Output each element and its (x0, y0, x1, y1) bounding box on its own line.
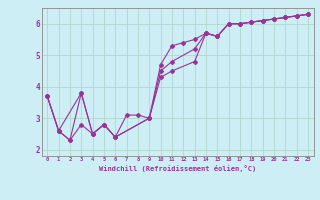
X-axis label: Windchill (Refroidissement éolien,°C): Windchill (Refroidissement éolien,°C) (99, 165, 256, 172)
